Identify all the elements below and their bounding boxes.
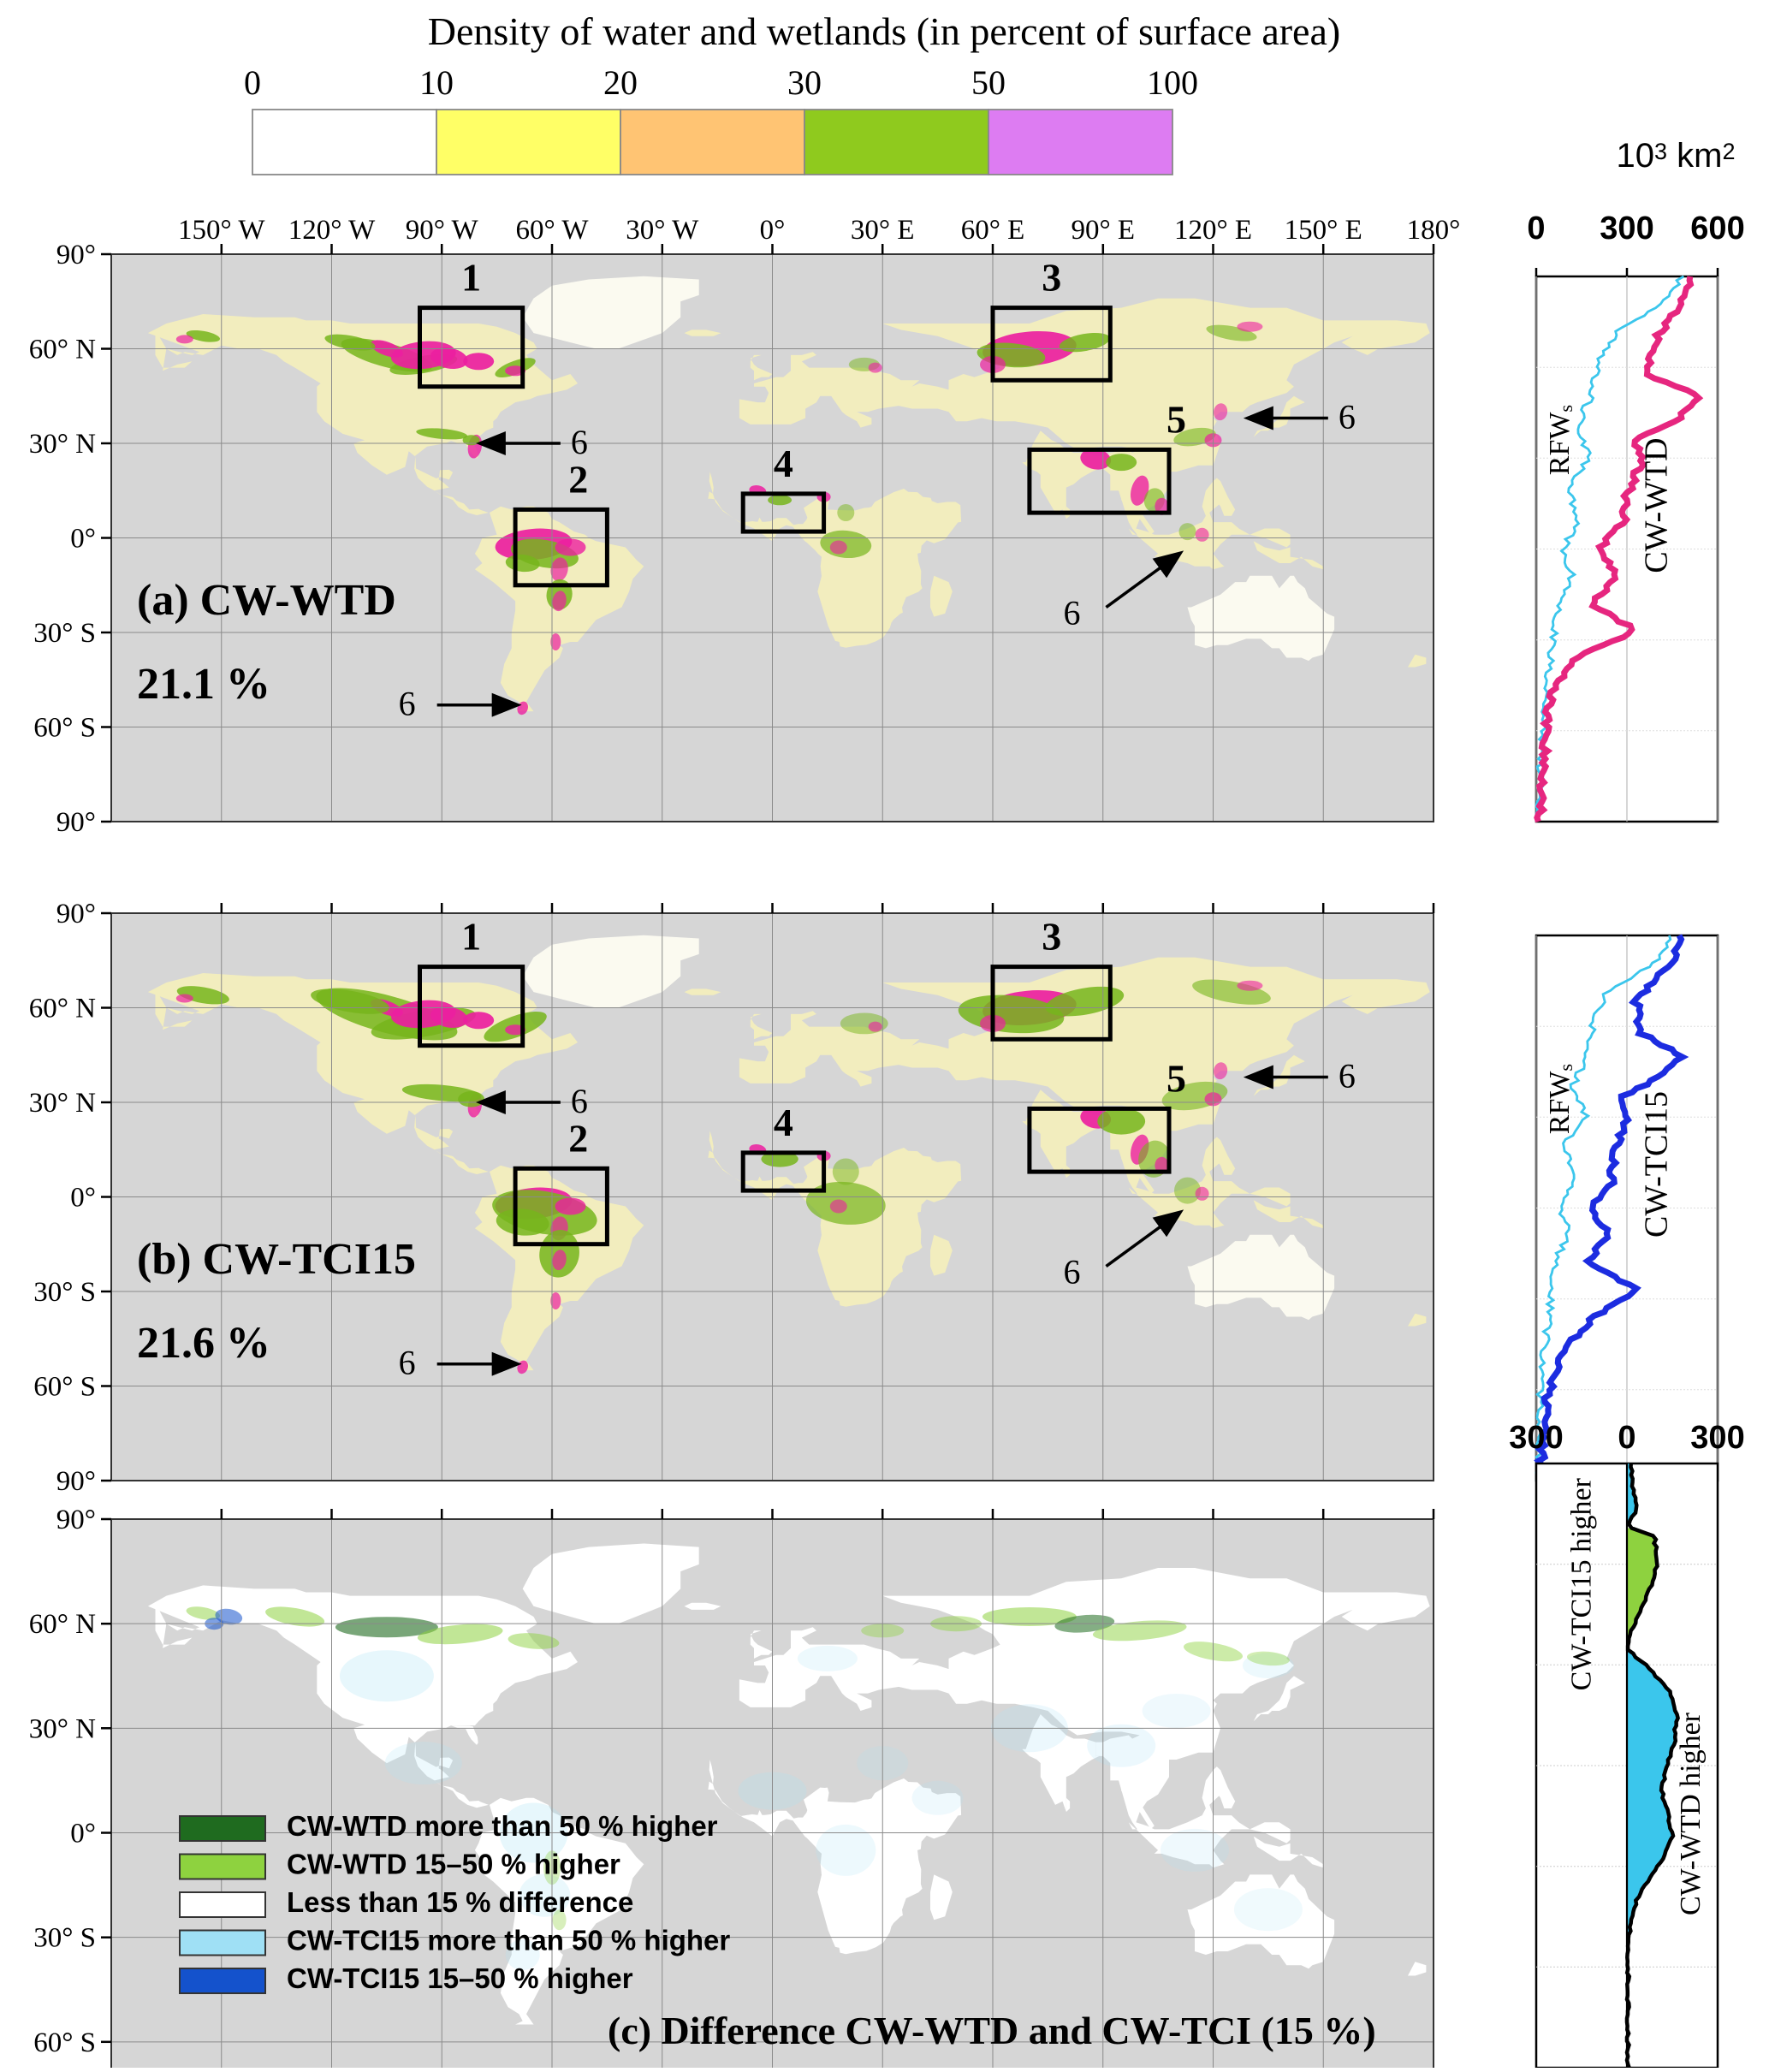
svg-text:30: 30 bbox=[787, 63, 822, 102]
svg-text:CW-WTD 15–50 % higher: CW-WTD 15–50 % higher bbox=[287, 1849, 620, 1880]
svg-text:300: 300 bbox=[1600, 211, 1653, 246]
svg-text:600: 600 bbox=[1690, 211, 1744, 246]
svg-text:6: 6 bbox=[571, 1082, 588, 1120]
svg-text:Density of water and wetlands: Density of water and wetlands (in percen… bbox=[428, 9, 1340, 53]
svg-text:4: 4 bbox=[774, 442, 793, 485]
svg-text:150° E: 150° E bbox=[1285, 215, 1362, 246]
svg-text:90°: 90° bbox=[56, 1505, 96, 1535]
svg-text:6: 6 bbox=[571, 423, 588, 461]
svg-text:1: 1 bbox=[461, 915, 481, 959]
svg-text:2: 2 bbox=[568, 1116, 588, 1160]
svg-text:RFWs: RFWs bbox=[1544, 405, 1576, 475]
svg-text:(a) CW-WTD: (a) CW-WTD bbox=[137, 576, 396, 625]
svg-text:10: 10 bbox=[419, 63, 454, 102]
svg-text:90°: 90° bbox=[56, 899, 96, 929]
svg-text:CW-WTD: CW-WTD bbox=[1639, 437, 1675, 573]
svg-text:3: 3 bbox=[1042, 915, 1061, 959]
svg-text:120° E: 120° E bbox=[1174, 215, 1252, 246]
svg-text:60° E: 60° E bbox=[961, 215, 1025, 246]
svg-text:CW-WTD more than 50 % higher: CW-WTD more than 50 % higher bbox=[287, 1810, 718, 1842]
svg-text:5: 5 bbox=[1166, 397, 1186, 441]
svg-text:6: 6 bbox=[399, 1344, 416, 1382]
svg-text:2: 2 bbox=[568, 457, 588, 501]
svg-text:6: 6 bbox=[399, 685, 416, 723]
svg-text:0°: 0° bbox=[70, 1183, 96, 1214]
svg-text:103 km2: 103 km2 bbox=[1617, 137, 1736, 175]
svg-text:0: 0 bbox=[1618, 1420, 1635, 1456]
svg-text:CW-TCI15 15–50 % higher: CW-TCI15 15–50 % higher bbox=[287, 1962, 633, 1994]
svg-text:30° S: 30° S bbox=[33, 1277, 96, 1308]
svg-text:50: 50 bbox=[971, 63, 1006, 102]
svg-text:CW-TCI15 more than 50 % higher: CW-TCI15 more than 50 % higher bbox=[287, 1925, 730, 1956]
svg-text:30° S: 30° S bbox=[33, 618, 96, 649]
svg-text:21.6 %: 21.6 % bbox=[137, 1319, 270, 1368]
svg-text:3: 3 bbox=[1042, 256, 1061, 300]
svg-text:CW-TCI15 higher: CW-TCI15 higher bbox=[1566, 1477, 1598, 1690]
svg-text:0°: 0° bbox=[70, 524, 96, 555]
svg-text:6: 6 bbox=[1339, 398, 1356, 436]
svg-text:30° N: 30° N bbox=[29, 1088, 96, 1119]
svg-text:90°: 90° bbox=[56, 1466, 96, 1497]
svg-text:90° W: 90° W bbox=[406, 215, 479, 246]
svg-text:90° E: 90° E bbox=[1071, 215, 1135, 246]
svg-text:90°: 90° bbox=[56, 240, 96, 270]
svg-text:120° W: 120° W bbox=[288, 215, 376, 246]
svg-text:CW-TCI15: CW-TCI15 bbox=[1639, 1091, 1675, 1238]
svg-text:1: 1 bbox=[461, 256, 481, 300]
svg-text:(b) CW-TCI15: (b) CW-TCI15 bbox=[137, 1235, 416, 1284]
svg-text:30° W: 30° W bbox=[626, 215, 699, 246]
svg-text:60° W: 60° W bbox=[516, 215, 590, 246]
svg-text:6: 6 bbox=[1063, 594, 1080, 632]
svg-text:300: 300 bbox=[1509, 1420, 1563, 1456]
svg-text:60° N: 60° N bbox=[29, 335, 96, 365]
svg-text:Less than 15 % difference: Less than 15 % difference bbox=[287, 1886, 633, 1918]
svg-text:30° N: 30° N bbox=[29, 1713, 96, 1744]
svg-text:0: 0 bbox=[244, 63, 261, 102]
svg-text:4: 4 bbox=[774, 1101, 793, 1144]
svg-text:30° E: 30° E bbox=[851, 215, 915, 246]
svg-text:60° N: 60° N bbox=[29, 994, 96, 1024]
svg-text:180°: 180° bbox=[1407, 215, 1461, 246]
svg-text:90°: 90° bbox=[56, 807, 96, 838]
svg-text:30° S: 30° S bbox=[33, 1923, 96, 1954]
svg-text:RFWs: RFWs bbox=[1544, 1064, 1576, 1134]
svg-text:30° N: 30° N bbox=[29, 429, 96, 460]
svg-text:5: 5 bbox=[1166, 1056, 1186, 1100]
svg-text:60° S: 60° S bbox=[33, 713, 96, 744]
svg-text:21.1 %: 21.1 % bbox=[137, 660, 270, 709]
svg-text:CW-WTD higher: CW-WTD higher bbox=[1675, 1712, 1707, 1915]
svg-text:20: 20 bbox=[603, 63, 638, 102]
svg-text:(c) Difference CW-WTD and CW-T: (c) Difference CW-WTD and CW-TCI (15 %) bbox=[608, 2009, 1376, 2052]
svg-text:60° S: 60° S bbox=[33, 1372, 96, 1403]
svg-text:0: 0 bbox=[1527, 211, 1545, 246]
svg-text:300: 300 bbox=[1690, 1420, 1744, 1456]
svg-text:0°: 0° bbox=[70, 1819, 96, 1849]
svg-text:6: 6 bbox=[1063, 1253, 1080, 1291]
svg-text:6: 6 bbox=[1339, 1057, 1356, 1095]
svg-text:0°: 0° bbox=[760, 215, 786, 246]
svg-text:150° W: 150° W bbox=[178, 215, 265, 246]
svg-text:100: 100 bbox=[1147, 63, 1198, 102]
svg-text:60° S: 60° S bbox=[33, 2027, 96, 2058]
svg-text:60° N: 60° N bbox=[29, 1609, 96, 1640]
